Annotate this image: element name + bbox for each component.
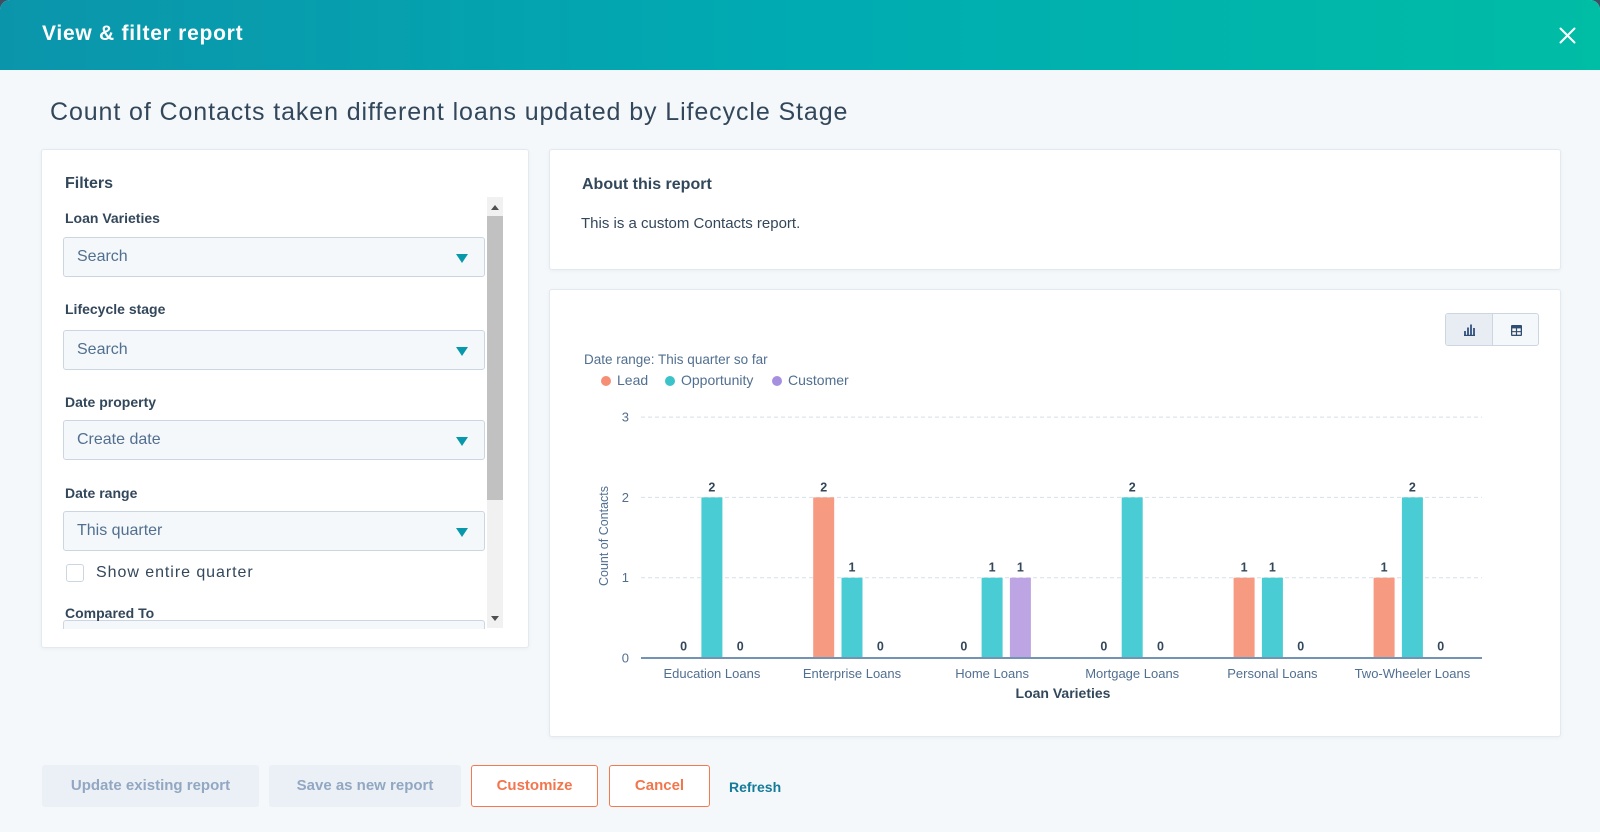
svg-text:1: 1 — [1241, 561, 1248, 575]
svg-text:2: 2 — [1129, 481, 1136, 495]
svg-text:Two-Wheeler Loans: Two-Wheeler Loans — [1355, 666, 1471, 681]
svg-text:2: 2 — [1409, 481, 1416, 495]
svg-text:0: 0 — [877, 640, 884, 654]
svg-text:Count of Contacts: Count of Contacts — [597, 486, 611, 586]
svg-text:0: 0 — [960, 640, 967, 654]
svg-text:1: 1 — [622, 570, 629, 585]
svg-text:3: 3 — [622, 410, 629, 425]
svg-text:0: 0 — [1100, 640, 1107, 654]
svg-text:2: 2 — [622, 490, 629, 505]
svg-text:1: 1 — [989, 561, 996, 575]
svg-text:1: 1 — [1269, 561, 1276, 575]
svg-text:Mortgage Loans: Mortgage Loans — [1085, 666, 1179, 681]
svg-text:0: 0 — [1437, 640, 1444, 654]
svg-text:0: 0 — [737, 640, 744, 654]
svg-text:1: 1 — [1381, 561, 1388, 575]
svg-text:Enterprise Loans: Enterprise Loans — [803, 666, 902, 681]
svg-text:Education Loans: Education Loans — [663, 666, 760, 681]
svg-text:0: 0 — [680, 640, 687, 654]
svg-text:Home Loans: Home Loans — [955, 666, 1029, 681]
svg-text:0: 0 — [622, 651, 629, 666]
svg-text:2: 2 — [820, 481, 827, 495]
svg-text:0: 0 — [1297, 640, 1304, 654]
svg-text:Personal Loans: Personal Loans — [1227, 666, 1318, 681]
svg-text:0: 0 — [1157, 640, 1164, 654]
svg-text:1: 1 — [1017, 561, 1024, 575]
svg-text:Loan Varieties: Loan Varieties — [1016, 685, 1111, 701]
svg-text:2: 2 — [708, 481, 715, 495]
svg-text:1: 1 — [849, 561, 856, 575]
